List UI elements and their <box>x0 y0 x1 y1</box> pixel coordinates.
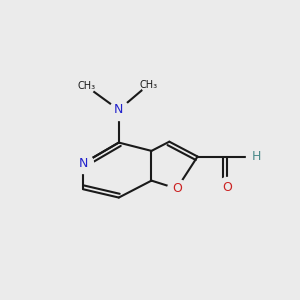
Text: N: N <box>114 103 124 116</box>
Text: O: O <box>172 182 182 195</box>
Text: O: O <box>222 181 232 194</box>
Text: CH₃: CH₃ <box>140 80 158 90</box>
Text: H: H <box>252 150 261 163</box>
Text: N: N <box>78 157 88 170</box>
Text: CH₃: CH₃ <box>77 81 95 91</box>
